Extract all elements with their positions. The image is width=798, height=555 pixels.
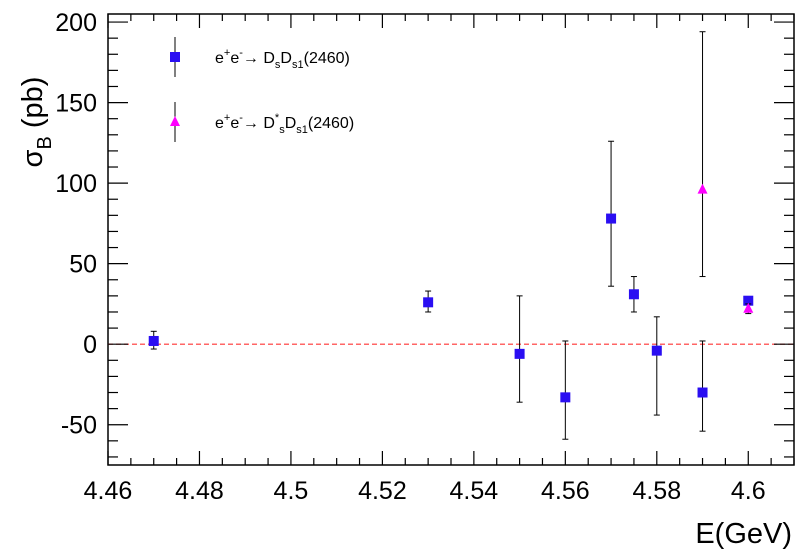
legend-label-part: e bbox=[215, 50, 224, 67]
legend-label-part: (2460) bbox=[304, 50, 350, 67]
triangle-marker bbox=[697, 183, 708, 194]
square-marker bbox=[743, 295, 754, 306]
legend-entry-2: e+e-→ D*sDs1(2460) bbox=[170, 102, 354, 142]
square-marker bbox=[606, 213, 617, 224]
legend-label-part: → D bbox=[243, 50, 275, 67]
legend-label-part: (2460) bbox=[308, 115, 354, 132]
y-tick-label: 150 bbox=[55, 90, 97, 118]
y-axis-title: σB (pb) bbox=[17, 77, 56, 168]
x-tick-label: 4.46 bbox=[84, 477, 133, 505]
x-tick-label: 4.54 bbox=[450, 477, 499, 505]
square-marker bbox=[560, 392, 571, 403]
legend-marker bbox=[170, 116, 180, 126]
series-1-point-3 bbox=[514, 295, 525, 403]
series-1-point-7 bbox=[651, 316, 662, 416]
series-1-point-1 bbox=[148, 330, 159, 350]
y-tick-label: -50 bbox=[61, 412, 97, 440]
legend-label-part: - bbox=[239, 47, 243, 59]
data-points bbox=[148, 31, 754, 440]
series-1-point-4 bbox=[560, 340, 571, 440]
plot-frame bbox=[107, 13, 795, 466]
square-marker bbox=[148, 335, 159, 346]
legend-label-part: s1 bbox=[296, 124, 308, 136]
y-tick-label: 50 bbox=[69, 251, 97, 279]
square-marker bbox=[423, 297, 434, 308]
x-tick-label: 4.58 bbox=[632, 477, 681, 505]
legend-label-part: s bbox=[275, 59, 281, 71]
legend-label-part: e bbox=[215, 115, 224, 132]
triangle-marker bbox=[743, 302, 754, 313]
series-1-point-2 bbox=[423, 290, 434, 313]
legend-label-part: D bbox=[280, 50, 292, 67]
legend-label-part: → D bbox=[243, 115, 275, 132]
square-marker bbox=[514, 348, 525, 359]
square-marker bbox=[651, 345, 662, 356]
legend-label-part: * bbox=[275, 112, 280, 124]
y-tick-label: 0 bbox=[83, 331, 97, 359]
y-tick-label: 200 bbox=[55, 9, 97, 37]
y-axis-title-sub: B bbox=[34, 136, 56, 149]
legend-label-part: e bbox=[230, 50, 239, 67]
legend-marker bbox=[170, 52, 180, 62]
series-1-point-8 bbox=[697, 340, 708, 432]
x-tick-label: 4.56 bbox=[541, 477, 590, 505]
series-2-point-1 bbox=[697, 31, 708, 278]
x-tick-label: 4.6 bbox=[731, 477, 766, 505]
x-tick-label: 4.52 bbox=[358, 477, 407, 505]
y-tick-label: 100 bbox=[55, 170, 97, 198]
legend-label-part: s1 bbox=[292, 59, 304, 71]
legend-label-part: s bbox=[279, 124, 285, 136]
y-axis-title-main: σ bbox=[17, 149, 49, 167]
legend: e+e-→ DsDs1(2460)e+e-→ D*sDs1(2460) bbox=[170, 37, 354, 142]
y-axis: -50 0 50 100 150 200 bbox=[55, 9, 794, 458]
legend-label: e+e-→ D*sDs1(2460) bbox=[215, 112, 354, 136]
legend-label-part: e bbox=[230, 115, 239, 132]
legend-label-part: - bbox=[239, 112, 243, 124]
series-1-point-5 bbox=[606, 140, 617, 287]
square-marker bbox=[697, 387, 708, 398]
x-axis-title: E(GeV) bbox=[695, 518, 792, 550]
x-tick-label: 4.48 bbox=[175, 477, 224, 505]
square-marker bbox=[628, 289, 639, 300]
legend-label-part: D bbox=[285, 115, 297, 132]
x-axis: 4.46 4.48 4.5 4.52 4.54 4.56 4.58 4.6 bbox=[84, 14, 795, 505]
legend-label-part: + bbox=[224, 112, 230, 124]
legend-label-part: + bbox=[224, 47, 230, 59]
x-tick-label: 4.5 bbox=[274, 477, 309, 505]
series-2-point-2 bbox=[743, 302, 754, 315]
series-1-point-6 bbox=[628, 276, 639, 313]
legend-entry-1: e+e-→ DsDs1(2460) bbox=[170, 37, 350, 77]
legend-label: e+e-→ DsDs1(2460) bbox=[215, 47, 350, 71]
y-axis-title-unit: (pb) bbox=[17, 77, 49, 137]
